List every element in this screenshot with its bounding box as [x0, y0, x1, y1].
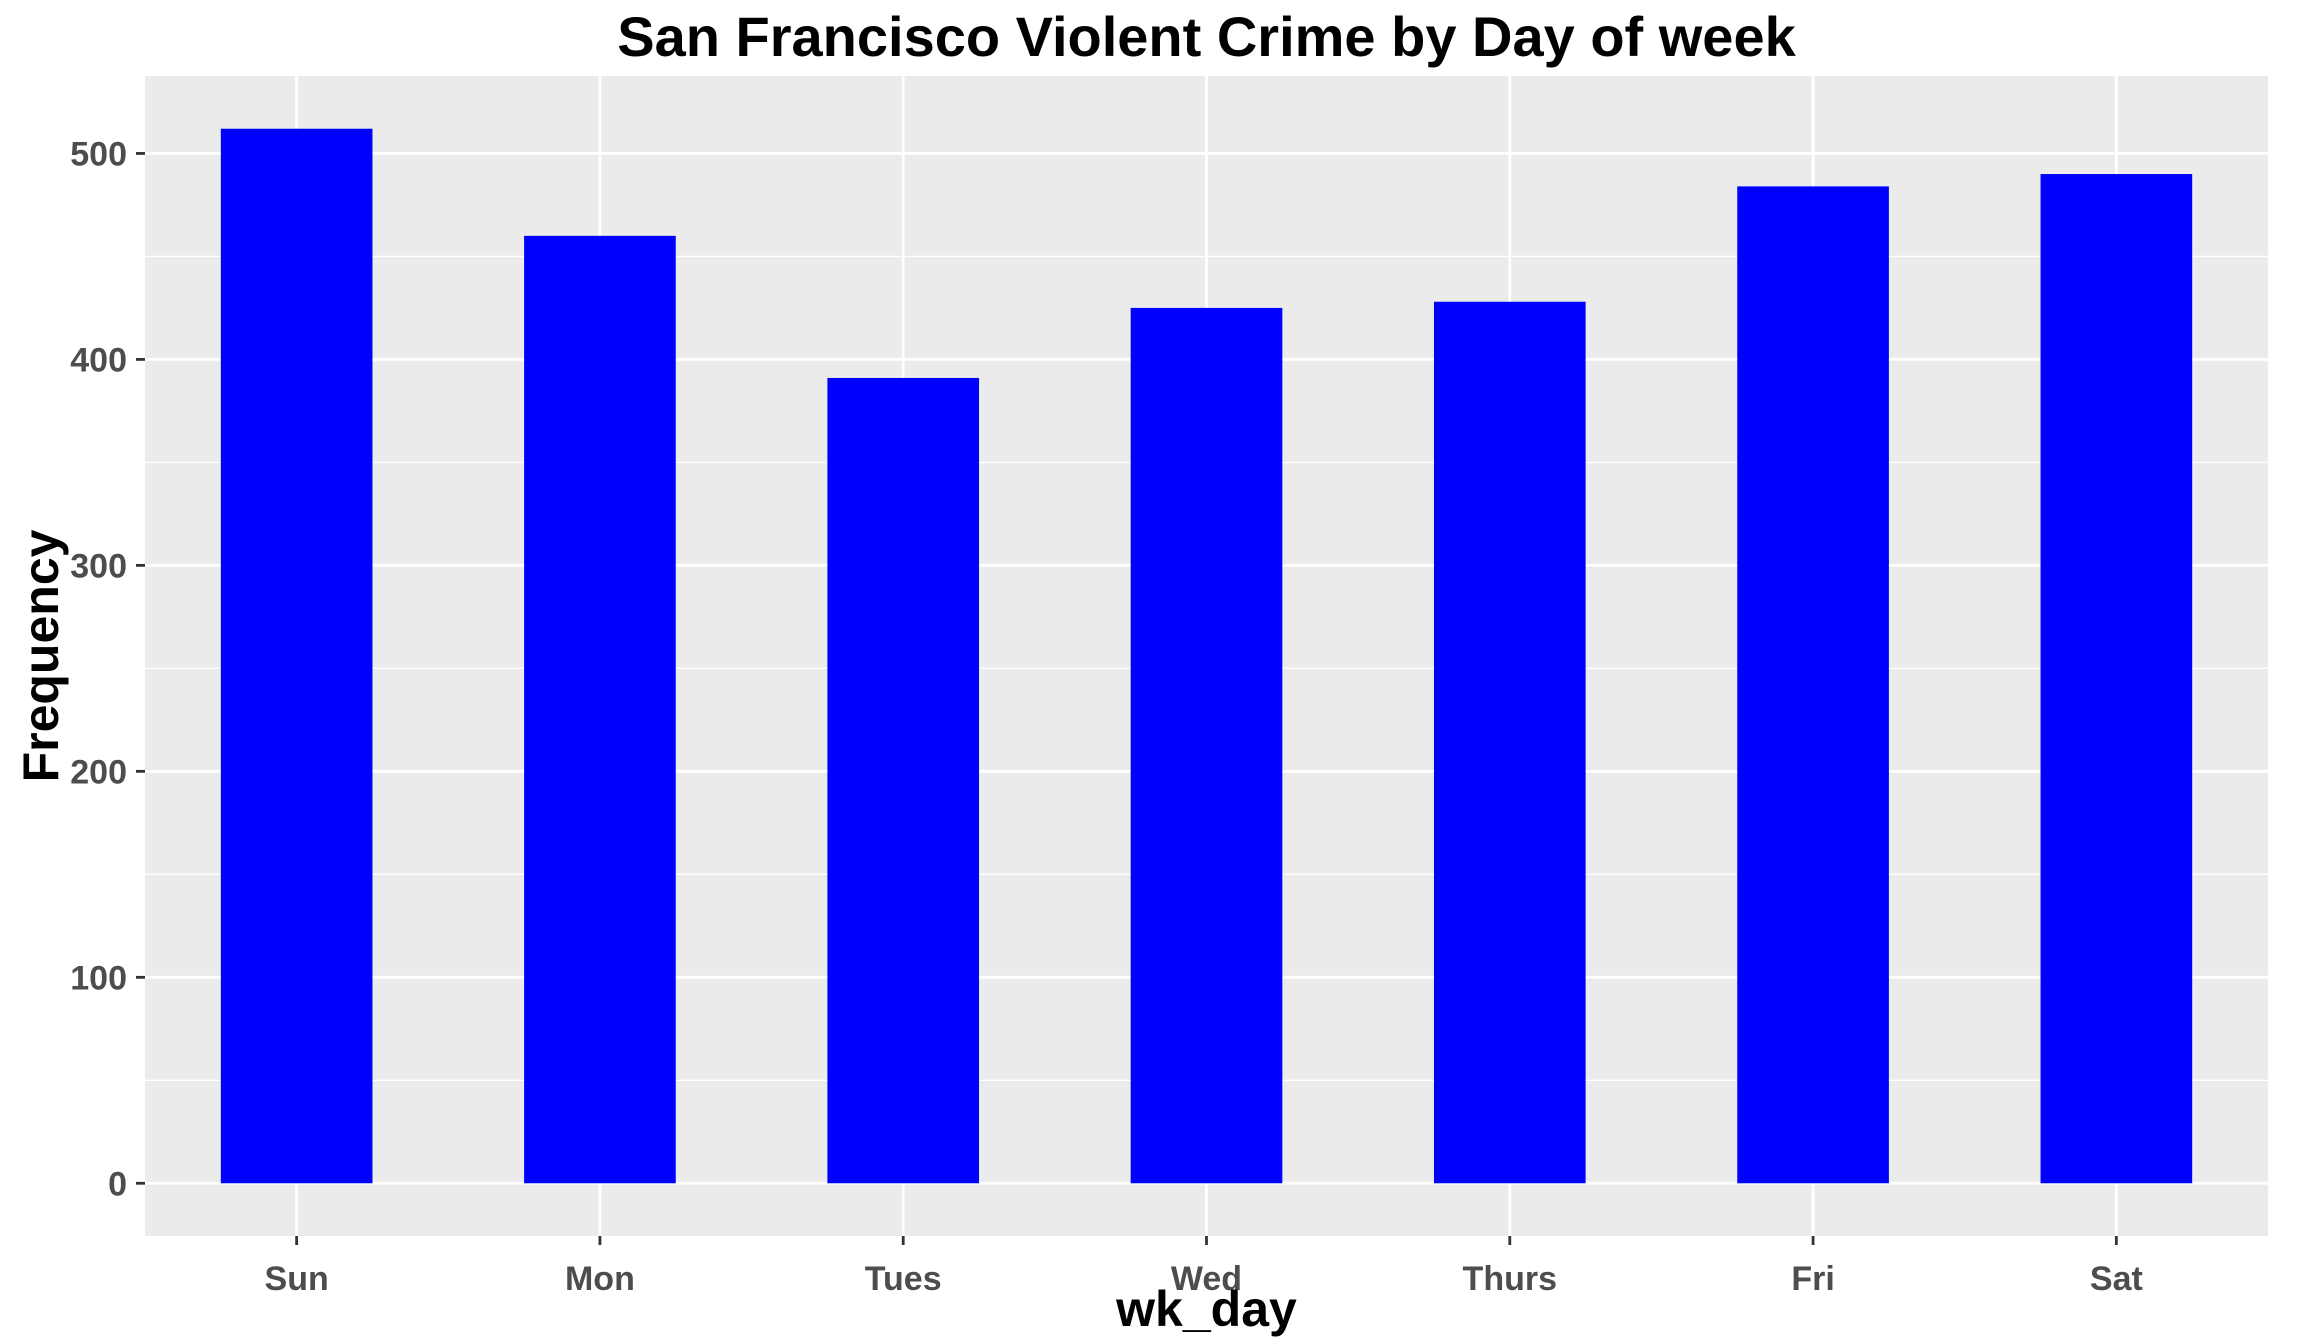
bar-sun	[220, 128, 373, 1184]
bars	[220, 128, 2193, 1184]
x-tick-label: Fri	[1791, 1260, 1834, 1298]
x-axis-title: wk_day	[1115, 1281, 1297, 1337]
y-tick-label: 300	[70, 547, 127, 585]
x-tick-label: Sat	[2090, 1260, 2143, 1298]
y-tick-label: 500	[70, 135, 127, 173]
y-axis-title: Frequency	[13, 529, 69, 782]
y-tick-label: 100	[70, 959, 127, 997]
bar-wed	[1130, 307, 1283, 1184]
chart-title: San Francisco Violent Crime by Day of we…	[617, 5, 1796, 68]
bar-fri	[1737, 186, 1889, 1184]
x-tick-label: Mon	[565, 1260, 635, 1298]
bar-thurs	[1433, 301, 1586, 1184]
y-tick-label: 400	[70, 341, 127, 379]
y-tick-label: 200	[70, 753, 127, 791]
bar-mon	[524, 235, 676, 1184]
y-tick-label: 0	[108, 1165, 127, 1203]
bar-tues	[827, 377, 980, 1184]
bar-sat	[2040, 174, 2193, 1184]
x-tick-label: Thurs	[1463, 1260, 1557, 1298]
x-axis-ticks: Sun Mon Tues Wed Thurs Fri Sat	[265, 1236, 2143, 1298]
x-tick-label: Wed	[1171, 1260, 1242, 1298]
x-tick-label: Tues	[865, 1260, 942, 1298]
x-tick-label: Sun	[265, 1260, 329, 1298]
y-axis-ticks: 0 100 200 300 400 500	[70, 135, 145, 1203]
